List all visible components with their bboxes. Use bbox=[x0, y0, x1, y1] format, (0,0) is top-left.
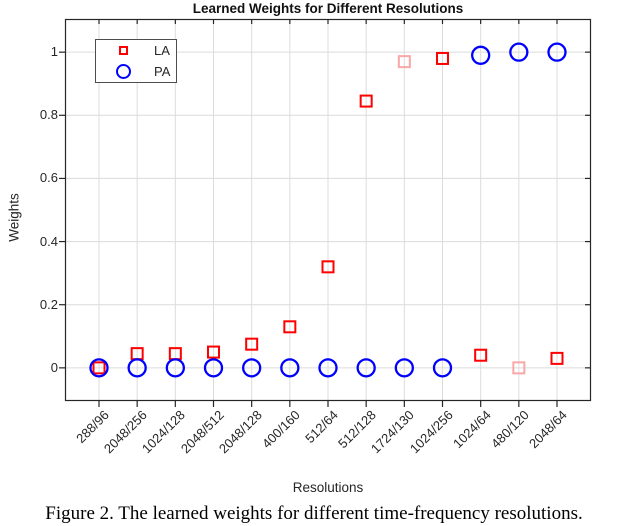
la-data-marker bbox=[436, 51, 449, 65]
y-tick-label: 0.4 bbox=[39, 233, 58, 249]
pa-data-marker bbox=[356, 358, 376, 378]
pa-data-marker bbox=[394, 358, 414, 378]
plot-area bbox=[59, 18, 592, 407]
la-data-marker bbox=[92, 361, 106, 375]
x-axis-label: Resolutions bbox=[292, 480, 364, 495]
la-data-marker bbox=[283, 320, 297, 334]
chart-title: Learned Weights for Different Resolution… bbox=[192, 1, 464, 16]
pa-data-marker bbox=[471, 45, 491, 65]
legend-item-pa: PA bbox=[96, 63, 176, 81]
pa-data-marker bbox=[242, 358, 262, 378]
legend-item-la: LA bbox=[96, 42, 176, 60]
y-tick-label: 0 bbox=[50, 359, 58, 375]
figure-caption: Figure 2. The learned weights for differ… bbox=[45, 503, 583, 524]
la-data-marker bbox=[550, 351, 564, 365]
pa-circle-icon bbox=[113, 64, 133, 79]
pa-data-marker bbox=[318, 358, 338, 378]
la-data-marker bbox=[245, 337, 259, 351]
la-data-marker bbox=[397, 55, 411, 69]
pa-data-marker bbox=[509, 42, 529, 62]
legend-label-la: LA bbox=[154, 43, 170, 58]
pa-data-marker bbox=[432, 358, 453, 378]
legend: LA PA bbox=[95, 39, 177, 83]
pa-data-marker bbox=[203, 358, 224, 378]
pa-data-marker bbox=[89, 358, 109, 378]
pa-data-marker bbox=[547, 42, 567, 62]
la-data-marker bbox=[207, 345, 220, 359]
la-data-marker bbox=[512, 361, 526, 375]
pa-data-marker bbox=[280, 358, 300, 378]
y-tick-label: 0.6 bbox=[39, 170, 58, 186]
y-tick-label: 1 bbox=[50, 44, 58, 60]
la-data-marker bbox=[321, 260, 335, 274]
y-tick-label: 0.8 bbox=[39, 107, 58, 123]
pa-data-marker bbox=[127, 358, 147, 378]
la-square-icon bbox=[113, 46, 133, 55]
la-data-marker bbox=[474, 348, 488, 362]
pa-data-marker bbox=[165, 358, 185, 378]
y-tick-label: 0.2 bbox=[39, 296, 58, 312]
la-data-marker bbox=[359, 94, 373, 108]
legend-label-pa: PA bbox=[154, 64, 171, 79]
chart-canvas bbox=[59, 18, 592, 407]
